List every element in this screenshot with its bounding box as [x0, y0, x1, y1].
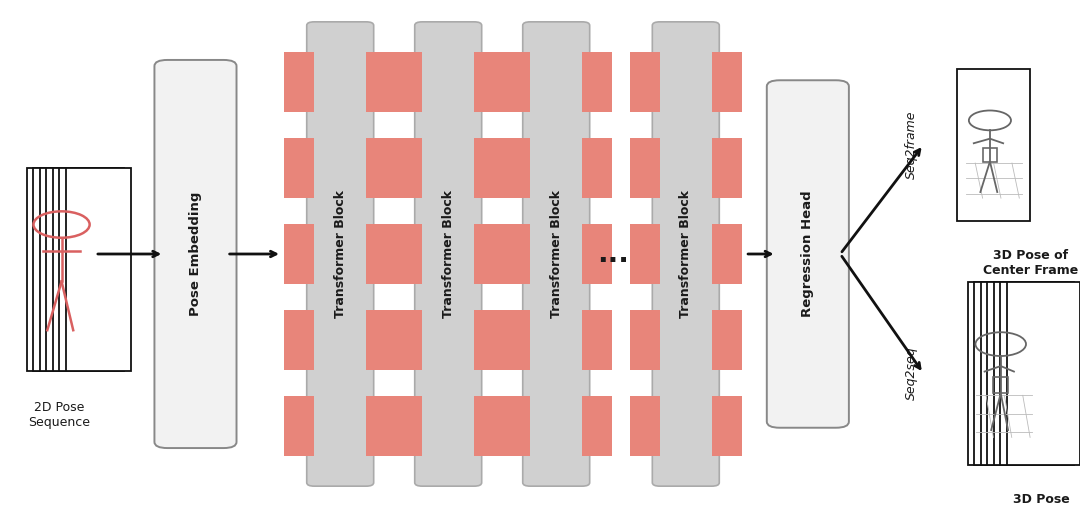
FancyBboxPatch shape [523, 22, 590, 486]
Bar [630, 138, 660, 198]
Text: Transformer Block: Transformer Block [334, 190, 347, 318]
FancyBboxPatch shape [307, 22, 374, 486]
Bar [712, 310, 742, 370]
Bar [712, 138, 742, 198]
Bar [66, 168, 131, 371]
Bar [366, 138, 396, 198]
Bar [392, 310, 422, 370]
FancyBboxPatch shape [415, 22, 482, 486]
Bar [46, 168, 111, 371]
Bar [284, 138, 314, 198]
Bar [712, 225, 742, 283]
FancyBboxPatch shape [154, 60, 237, 448]
Bar [40, 168, 105, 371]
Text: Transformer Block: Transformer Block [442, 190, 455, 318]
Bar [981, 282, 1054, 465]
Bar [284, 225, 314, 283]
Bar [987, 282, 1061, 465]
Text: Seq2seq: Seq2seq [905, 346, 918, 400]
Bar [712, 396, 742, 456]
Bar [474, 310, 504, 370]
Bar [474, 52, 504, 112]
Bar [284, 396, 314, 456]
Bar [392, 138, 422, 198]
Bar [983, 148, 997, 162]
Bar [474, 138, 504, 198]
FancyBboxPatch shape [767, 80, 849, 428]
Bar [392, 225, 422, 283]
Bar [968, 282, 1041, 465]
Bar [392, 396, 422, 456]
FancyBboxPatch shape [652, 22, 719, 486]
Bar [500, 52, 530, 112]
Text: Seq2frame: Seq2frame [905, 111, 918, 179]
Bar [53, 168, 118, 371]
Bar [1007, 282, 1080, 465]
Text: 3D Pose of
Center Frame: 3D Pose of Center Frame [983, 249, 1078, 277]
Bar [630, 225, 660, 283]
Bar [582, 310, 612, 370]
Bar [500, 310, 530, 370]
Text: Pose Embedding: Pose Embedding [189, 192, 202, 316]
Bar [582, 225, 612, 283]
Bar [366, 396, 396, 456]
Bar [582, 396, 612, 456]
Text: Transformer Block: Transformer Block [550, 190, 563, 318]
Bar [284, 310, 314, 370]
Bar [630, 310, 660, 370]
Bar [500, 138, 530, 198]
Bar [582, 52, 612, 112]
Bar [1000, 282, 1074, 465]
Bar [712, 52, 742, 112]
Bar [392, 52, 422, 112]
Bar [33, 168, 98, 371]
Bar [284, 52, 314, 112]
Bar [974, 282, 1048, 465]
Bar [994, 377, 1008, 394]
Text: Regression Head: Regression Head [801, 190, 814, 318]
Text: Transformer Block: Transformer Block [679, 190, 692, 318]
Text: ...: ... [597, 240, 630, 268]
Bar [474, 225, 504, 283]
Bar [630, 396, 660, 456]
Bar [630, 52, 660, 112]
Bar [59, 168, 124, 371]
Bar [366, 310, 396, 370]
Bar [366, 52, 396, 112]
Bar [474, 396, 504, 456]
Bar [500, 225, 530, 283]
Text: 2D Pose
Sequence: 2D Pose Sequence [28, 401, 91, 429]
Bar [957, 69, 1030, 221]
Bar [582, 138, 612, 198]
Bar [366, 225, 396, 283]
Bar [27, 168, 92, 371]
Bar [500, 396, 530, 456]
Bar [994, 282, 1067, 465]
Text: 3D Pose
Sequence: 3D Pose Sequence [1007, 493, 1076, 508]
